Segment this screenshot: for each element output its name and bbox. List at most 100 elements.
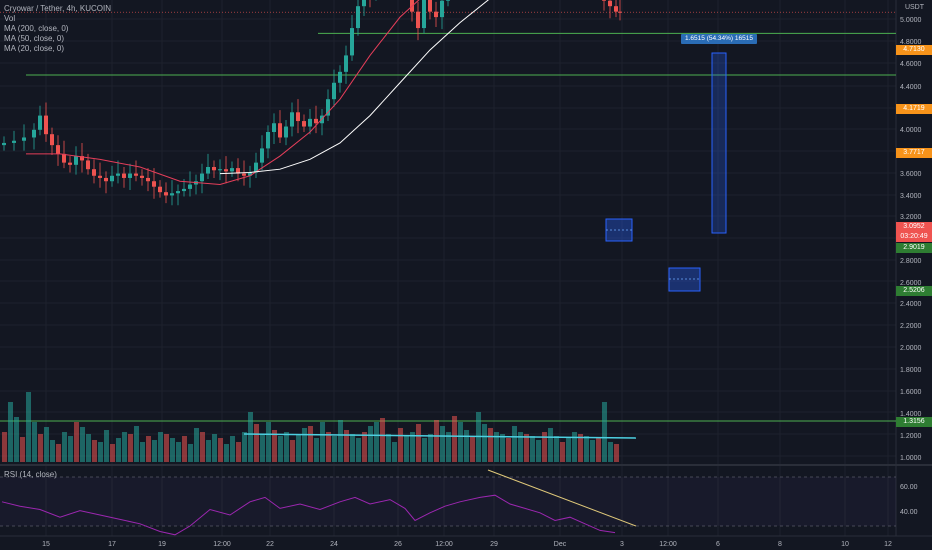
candle-body <box>62 153 66 163</box>
volume-bar <box>296 434 301 462</box>
volume-bar <box>38 434 43 462</box>
volume-bar <box>572 432 577 462</box>
volume-bar <box>62 432 67 462</box>
volume-bar <box>398 428 403 462</box>
volume-bar <box>218 438 223 462</box>
price-axis-label: 3.4000 <box>900 193 922 200</box>
volume-bar <box>488 428 493 462</box>
ma50-indicator-label[interactable]: MA (50, close, 0) <box>4 34 65 43</box>
candle-body <box>308 118 312 127</box>
candle-body <box>98 175 102 178</box>
time-axis-label: 29 <box>490 541 498 548</box>
volume-bar <box>182 436 187 462</box>
price-tag-4713: 4.7130 <box>896 45 932 55</box>
time-axis-label: 12:00 <box>659 541 677 548</box>
price-axis-label: 2.0000 <box>900 345 922 352</box>
volume-bar <box>32 422 37 462</box>
volume-bar <box>152 440 157 462</box>
candle-body <box>614 6 618 12</box>
candle-body <box>422 0 426 29</box>
candle-body <box>74 156 78 165</box>
candle-body <box>44 115 48 135</box>
candle-body <box>618 11 622 13</box>
volume-bar <box>452 416 457 462</box>
volume-bar <box>20 437 25 462</box>
price-axis-label: 1.8000 <box>900 367 922 374</box>
candle-body <box>356 6 360 29</box>
volume-bar <box>350 434 355 462</box>
volume-bar <box>50 440 55 462</box>
volume-bar <box>2 432 7 462</box>
candle-body <box>56 145 60 154</box>
volume-bar <box>140 442 145 462</box>
rsi-indicator-label[interactable]: RSI (14, close) <box>4 470 57 479</box>
volume-bar <box>404 436 409 462</box>
volume-bar <box>230 436 235 462</box>
candle-body <box>38 115 42 130</box>
candle-body <box>80 156 84 161</box>
chart-legend: Cryowar / Tether, 4h, KUCOIN Vol MA (200… <box>4 4 111 54</box>
volume-bar <box>236 442 241 462</box>
volume-bar <box>92 440 97 462</box>
volume-bar <box>128 434 133 462</box>
measure-tool-label: 1.6515 (54.34%) 16515 <box>681 34 757 44</box>
time-axis-label: 6 <box>716 541 720 548</box>
price-axis-label: 1.2000 <box>900 433 922 440</box>
volume-bar <box>146 436 151 462</box>
volume-bar <box>380 418 385 462</box>
ma20-indicator-label[interactable]: MA (20, close, 0) <box>4 44 65 53</box>
current-price-tag: 3.0952 <box>896 222 932 232</box>
candle-body <box>12 140 16 143</box>
price-axis-label: 3.6000 <box>900 171 922 178</box>
target-box-2 <box>668 267 701 292</box>
ma200-indicator-label[interactable]: MA (200, close, 0) <box>4 24 69 33</box>
volume-bar <box>302 428 307 462</box>
volume-bar <box>530 436 535 462</box>
volume-bar <box>608 442 613 462</box>
volume-bar <box>560 442 565 462</box>
volume-bar <box>494 432 499 462</box>
candle-body <box>128 173 132 178</box>
volume-bar <box>134 426 139 462</box>
countdown-tag: 03:20:49 <box>896 232 932 242</box>
time-axis-label: 3 <box>620 541 624 548</box>
volume-bar <box>344 430 349 462</box>
quote-currency-label: USDT <box>904 4 924 11</box>
candle-body <box>206 167 210 174</box>
price-tag-25206: 2.5206 <box>896 286 932 296</box>
candle-body <box>236 168 240 174</box>
candle-body <box>242 173 246 176</box>
price-axis-label: 3.2000 <box>900 214 922 221</box>
candle-body <box>158 186 162 193</box>
price-axis-label: 4.8000 <box>900 39 922 46</box>
rsi-trendline <box>487 469 637 527</box>
volume-bar <box>506 438 511 462</box>
candle-body <box>260 148 264 163</box>
volume-bar <box>308 426 313 462</box>
volume-bar <box>602 402 607 462</box>
volume-bar <box>254 424 259 462</box>
volume-bar <box>428 434 433 462</box>
volume-bar <box>440 426 445 462</box>
volume-bar <box>368 426 373 462</box>
candle-body <box>278 123 282 138</box>
volume-bar <box>8 402 13 462</box>
candle-body <box>50 134 54 146</box>
ma50-line <box>219 0 489 175</box>
candle-body <box>344 55 348 72</box>
time-axis-label: 12:00 <box>213 541 231 548</box>
volume-bar <box>464 430 469 462</box>
volume-indicator-label[interactable]: Vol <box>4 14 16 23</box>
volume-bar <box>194 428 199 462</box>
price-axis-label: 1.0000 <box>900 455 922 462</box>
candle-body <box>86 160 90 170</box>
candle-body <box>284 126 288 138</box>
candle-body <box>416 11 420 29</box>
rsi-axis-label: 40.00 <box>900 509 918 516</box>
symbol-title[interactable]: Cryowar / Tether, 4h, KUCOIN <box>4 4 111 13</box>
volume-bar <box>584 436 589 462</box>
volume-bar <box>266 422 271 462</box>
candle-body <box>440 0 444 18</box>
